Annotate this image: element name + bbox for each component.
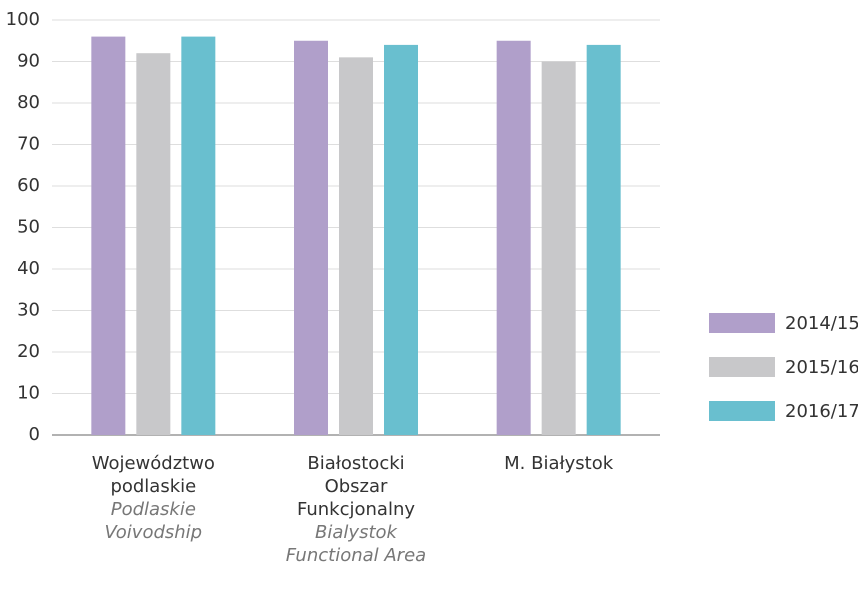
- legend-label: 2015/16: [785, 357, 858, 378]
- x-tick-label: M. Białystok: [479, 452, 639, 475]
- category-translation: Bialystok Functional Area: [285, 522, 427, 566]
- bar: [496, 40, 531, 435]
- legend-label: 2016/17: [785, 401, 858, 422]
- category-translation: Podlaskie Voivodship: [104, 499, 203, 543]
- y-tick-label: 80: [17, 92, 40, 113]
- x-tick-label: Białostocki Obszar Funkcjonalny Bialystok…: [276, 452, 436, 567]
- bar: [91, 36, 126, 435]
- bar: [136, 53, 171, 435]
- y-tick-label: 90: [17, 51, 40, 72]
- bar: [339, 57, 373, 435]
- category-name: Województwo podlaskie: [91, 453, 215, 497]
- y-tick-label: 70: [17, 134, 40, 155]
- y-tick-label: 50: [17, 217, 40, 238]
- y-tick-label: 60: [17, 175, 40, 196]
- category-name: Białostocki Obszar Funkcjonalny: [296, 453, 416, 520]
- y-tick-label: 20: [17, 341, 40, 362]
- legend-label: 2014/15: [785, 313, 858, 334]
- y-tick-label: 30: [17, 300, 40, 321]
- bar: [541, 61, 576, 435]
- x-tick-label: Województwo podlaskie Podlaskie Voivodshi…: [73, 452, 233, 544]
- y-tick-label: 100: [6, 9, 40, 30]
- y-tick-label: 40: [17, 258, 40, 279]
- bar: [586, 44, 621, 436]
- y-tick-label: 0: [29, 424, 40, 445]
- legend-swatch: [709, 357, 775, 377]
- legend-swatch: [709, 313, 775, 333]
- bar: [181, 36, 216, 435]
- legend-swatch: [709, 401, 775, 421]
- bar: [384, 44, 418, 436]
- category-name: M. Białystok: [504, 453, 614, 474]
- y-tick-label: 10: [17, 383, 40, 404]
- bar: [294, 40, 328, 435]
